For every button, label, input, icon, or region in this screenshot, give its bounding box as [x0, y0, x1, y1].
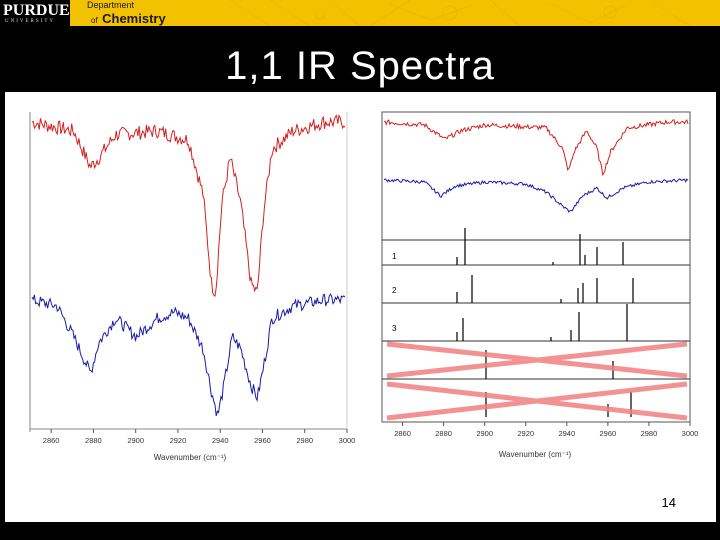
panel-label-2: 2	[392, 286, 397, 295]
left-plot-ticks: 2860 2880 2900 2920 2940 2960 2980 3000	[43, 429, 356, 445]
left-red-spectrum	[31, 114, 346, 298]
stick-spectrum-1	[456, 228, 624, 265]
department-banner: Department of Chemistry	[70, 0, 720, 26]
left-x-tick-label-3000: 3000	[339, 436, 356, 445]
banner-pattern	[229, 0, 691, 26]
left-plot: 2860 2880 2900 2920 2940 2960 2980 3000 Wavenum…	[29, 112, 356, 462]
left-x-tick-label-2900: 2900	[127, 436, 144, 445]
right-plot-xlabel: Wavenumber (cm⁻¹)	[499, 450, 572, 459]
panel-label-3: 3	[392, 324, 397, 333]
right-plot-frame	[381, 111, 691, 423]
left-x-tick-label-2860: 2860	[43, 436, 60, 445]
right-x-tick-label-2860: 2860	[394, 429, 411, 438]
left-plot-xlabel: Wavenumber (cm⁻¹)	[154, 453, 227, 462]
right-plot-ticks: 2860 2880 2900 2920 2940 2960 2980 3000	[394, 422, 698, 438]
right-x-tick-label-2880: 2880	[435, 429, 452, 438]
panel-label-1: 1	[392, 252, 397, 261]
page-number: 14	[661, 495, 676, 510]
header-bar: PURDUE UNIVERSITY Department of Chemistr…	[0, 0, 720, 28]
left-x-tick-label-2880: 2880	[85, 436, 102, 445]
left-x-tick-label-2980: 2980	[296, 436, 313, 445]
right-plot: 2860 2880 2900 2920 2940 2960 2980 3000	[381, 111, 698, 459]
crossed-out-panel-4	[386, 341, 688, 379]
right-x-tick-label-2940: 2940	[558, 429, 575, 438]
purdue-logo: PURDUE UNIVERSITY	[0, 0, 70, 28]
right-blue-spectrum	[383, 178, 689, 213]
slide-title: 1,1 IR Spectra	[225, 44, 495, 88]
left-x-tick-label-2960: 2960	[254, 436, 271, 445]
left-x-tick-label-2940: 2940	[212, 436, 229, 445]
purdue-wordmark: PURDUE	[3, 2, 70, 19]
crossed-out-panel-5	[386, 381, 688, 421]
spectra-figure: 2860 2880 2900 2920 2940 2960 2980 3000 Wavenum…	[29, 111, 698, 462]
purdue-subtitle: UNIVERSITY	[5, 19, 55, 24]
department-name: Department of Chemistry	[85, 0, 166, 27]
left-x-tick-label-2920: 2920	[170, 436, 187, 445]
right-x-tick-label-2920: 2920	[517, 429, 534, 438]
left-blue-spectrum	[31, 293, 346, 417]
left-plot-traces	[31, 114, 346, 417]
stick-spectrum-2	[456, 275, 634, 303]
right-x-tick-label-2980: 2980	[641, 429, 658, 438]
right-x-tick-label-3000: 3000	[682, 429, 699, 438]
slide-content: 2860 2880 2900 2920 2940 2960 2980 3000 Wavenum…	[5, 92, 716, 522]
right-plot-traces	[383, 118, 689, 213]
right-x-tick-label-2960: 2960	[600, 429, 617, 438]
stick-spectrum-3	[456, 304, 628, 341]
department-line1: Department	[87, 0, 135, 10]
right-x-tick-label-2900: 2900	[476, 429, 493, 438]
department-line2: of	[91, 16, 98, 25]
department-line3: Chemistry	[102, 11, 166, 26]
right-red-spectrum	[383, 118, 689, 176]
